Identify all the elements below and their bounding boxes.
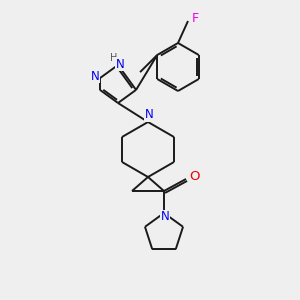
- Text: F: F: [191, 11, 199, 25]
- Text: N: N: [145, 109, 153, 122]
- Text: O: O: [189, 170, 199, 184]
- Text: N: N: [116, 58, 124, 70]
- Text: N: N: [91, 70, 99, 83]
- Text: H: H: [110, 53, 118, 63]
- Text: N: N: [160, 211, 169, 224]
